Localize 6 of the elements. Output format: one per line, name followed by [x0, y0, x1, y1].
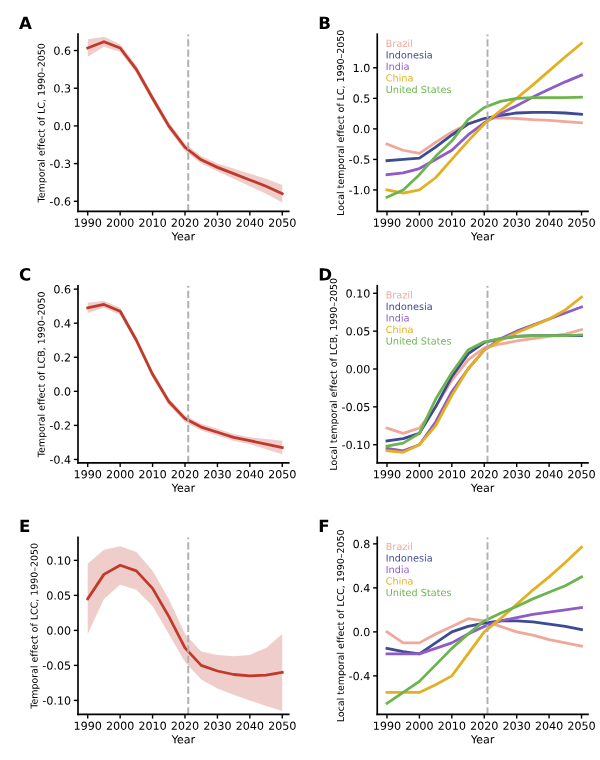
chart-title: B	[319, 16, 330, 29]
chart-title: E	[20, 519, 30, 532]
chart-title: F	[319, 519, 329, 532]
chart-title: D	[319, 268, 332, 281]
chart-title: A	[19, 16, 32, 29]
chart-title: C	[19, 268, 31, 281]
